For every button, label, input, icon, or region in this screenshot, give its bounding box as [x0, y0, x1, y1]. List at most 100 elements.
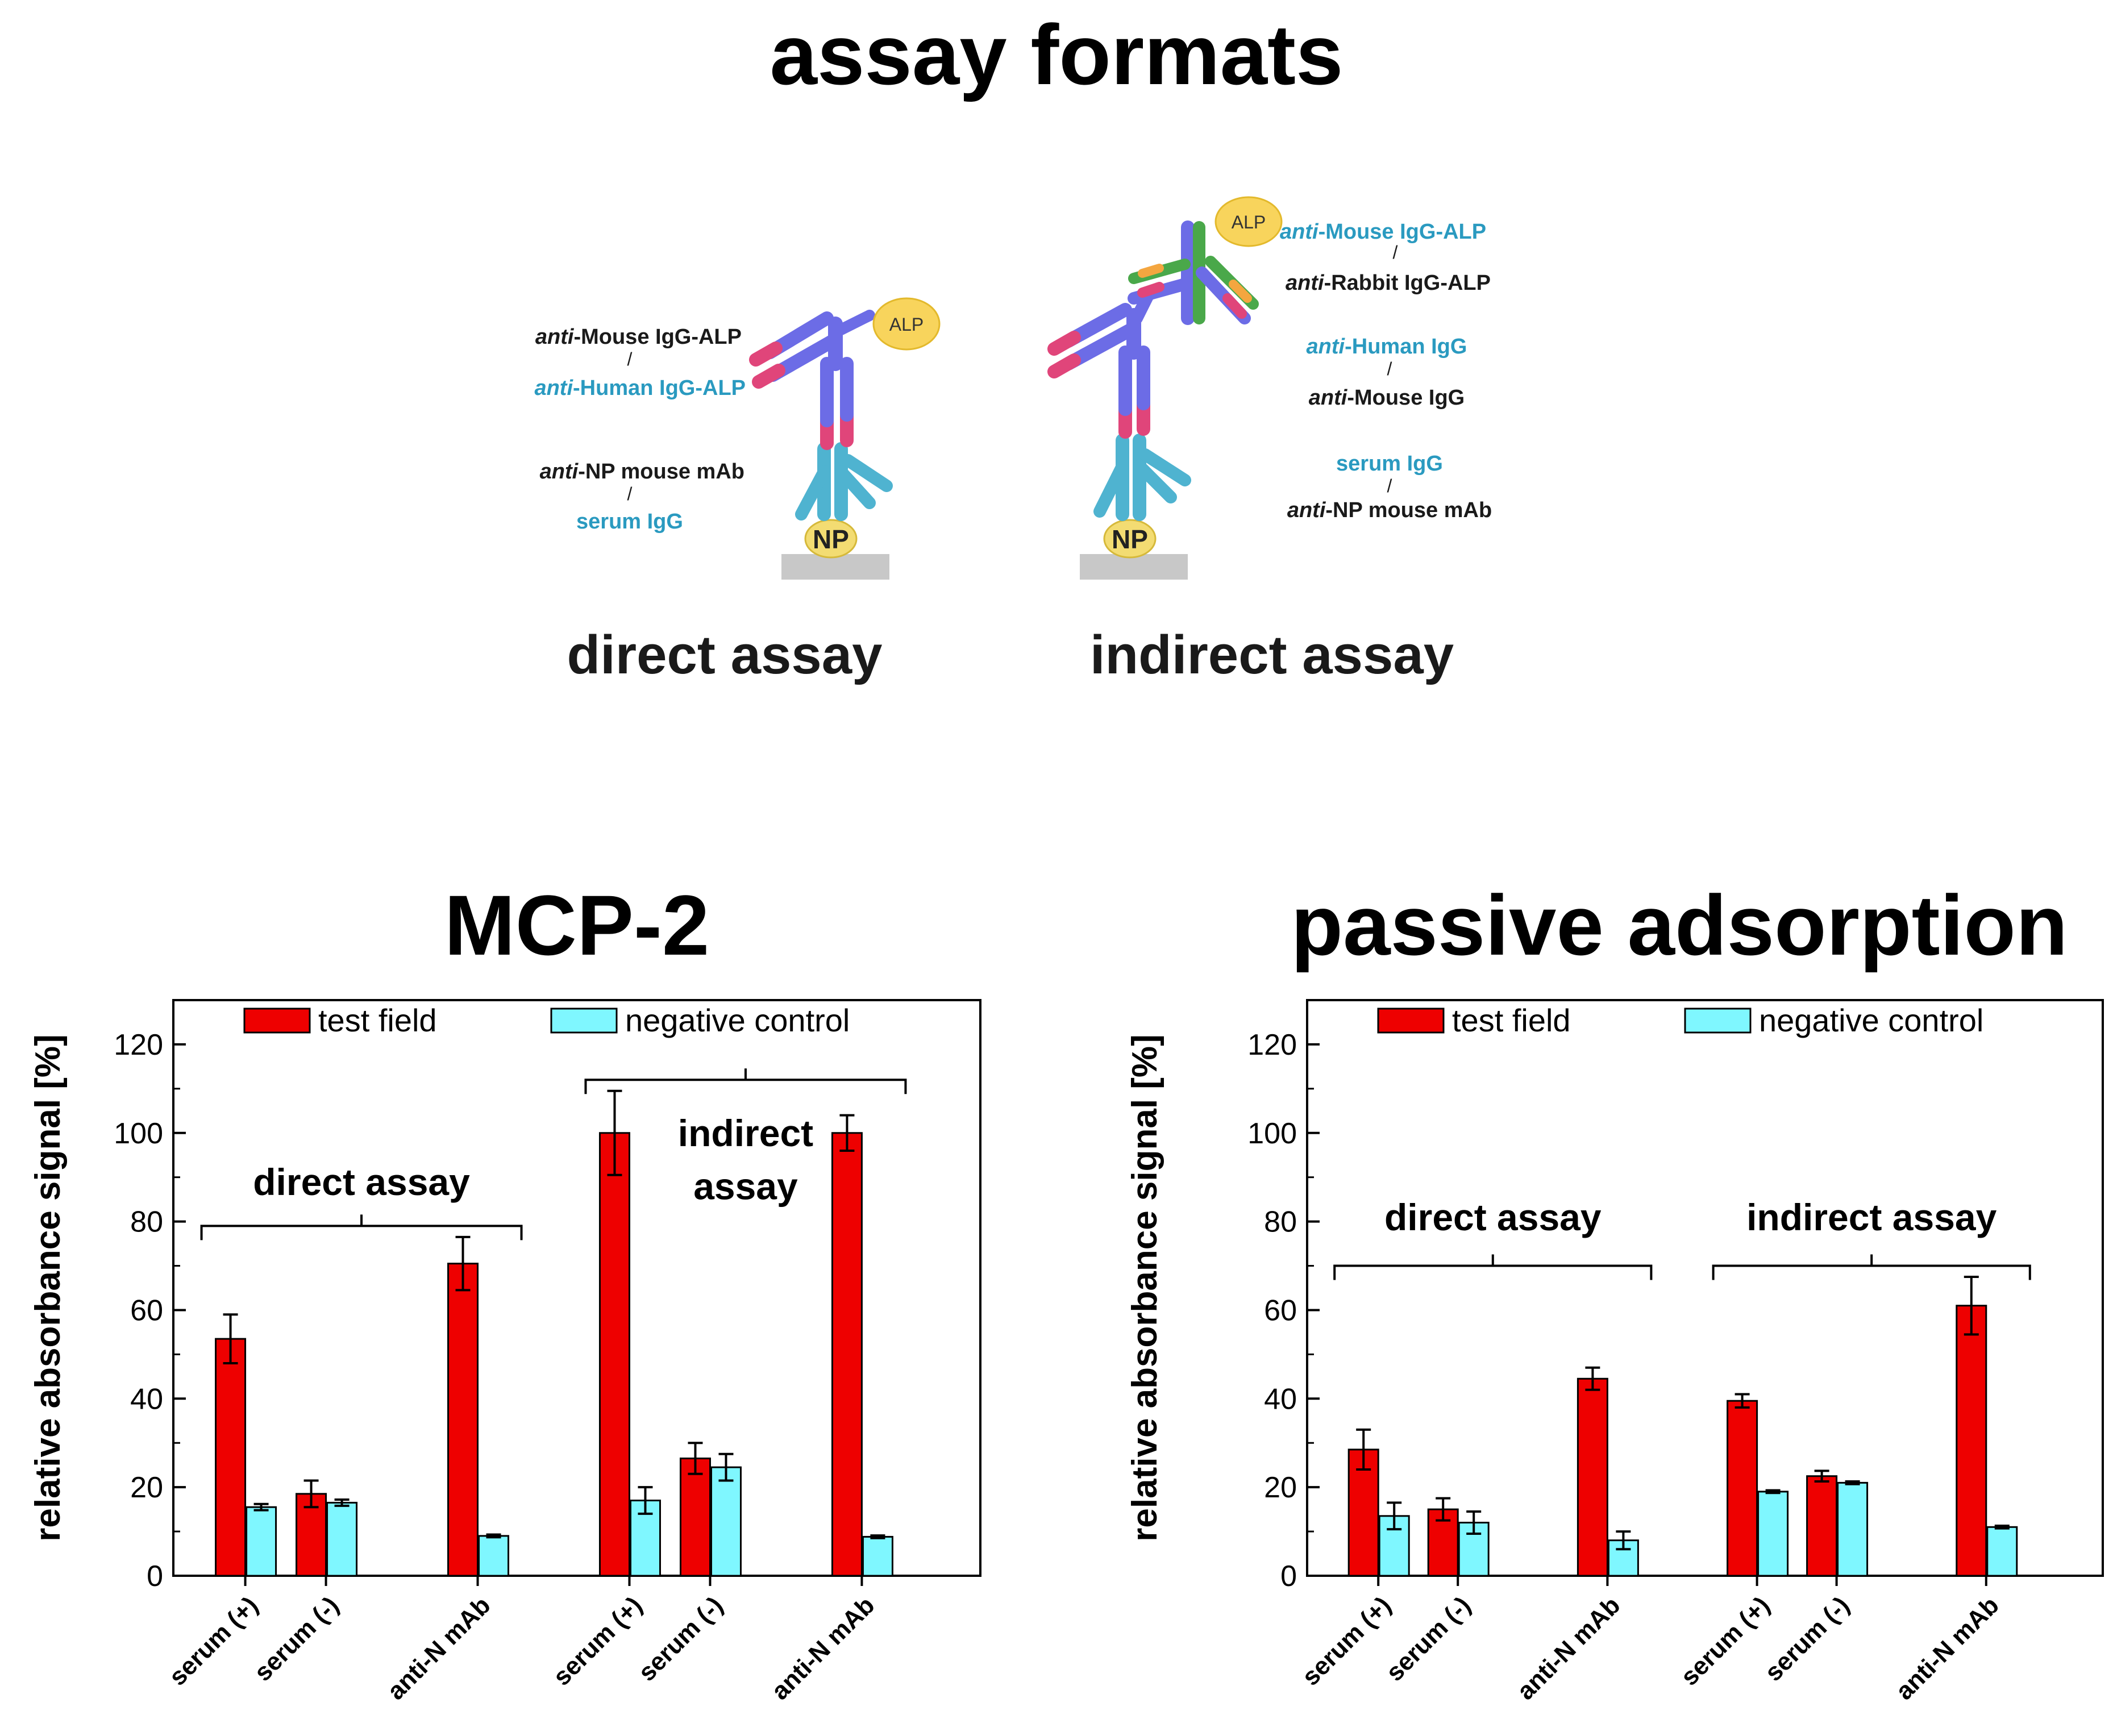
indirect-alp-enzyme [1214, 196, 1283, 247]
chart-title: passive adsorption [1291, 877, 2068, 973]
direct-np-antigen [804, 519, 858, 559]
x-tick-label: serum (-) [249, 1591, 344, 1687]
indirect-cap-1-label: serum IgG [1336, 452, 1443, 476]
bar-test-field [215, 1338, 247, 1577]
indirect-sec-2-label: anti-Rabbit IgG-ALP [1286, 271, 1491, 295]
direct-capture-2-label: serum IgG [576, 510, 683, 534]
y-tick-label: 80 [1264, 1206, 1297, 1239]
y-tick-label: 60 [1264, 1294, 1297, 1327]
y-tick-label: 0 [1280, 1560, 1297, 1593]
legend-swatch-negative-control [1684, 1008, 1752, 1034]
direct-alp-label: ALP [889, 314, 924, 335]
direct-capture-1-label: anti-NP mouse mAb [540, 460, 744, 484]
x-tick-label: serum (-) [633, 1591, 729, 1687]
group-label: direct assay [253, 1161, 470, 1203]
indirect-assay-caption: indirect assay [1090, 625, 1454, 685]
indirect-sec-1-label: anti-Mouse IgG-ALP [1280, 220, 1486, 244]
indirect-sep-2: / [1387, 359, 1392, 379]
bar-negative-control [246, 1506, 277, 1577]
y-tick-label: 20 [130, 1471, 163, 1504]
y-tick-label: 80 [130, 1206, 163, 1239]
chart-title: MCP-2 [444, 877, 710, 973]
indirect-cap-2-label: anti-NP mouse mAb [1287, 498, 1492, 522]
plot-frame [172, 999, 981, 1577]
chart-mcp2: MCP-2 relative absorbance signal [%] 0 20 40… [28, 877, 981, 1705]
x-tick-label: serum (+) [548, 1591, 648, 1691]
indirect-alp-label: ALP [1232, 212, 1266, 232]
group-label: indirect assay [1746, 1196, 1997, 1238]
bar-test-field [1806, 1475, 1838, 1577]
x-tick-label: serum (-) [1760, 1591, 1855, 1687]
bar-negative-control [478, 1535, 510, 1577]
indirect-np-antigen [1103, 519, 1157, 559]
figure-title: assay formats [770, 7, 1343, 102]
indirect-secondary-antibody [1128, 220, 1259, 325]
x-tick-label: serum (-) [1381, 1591, 1476, 1687]
direct-alp-enzyme [872, 297, 941, 351]
bar-test-field [447, 1263, 479, 1577]
chart-passive-adsorption: passive adsorption relative absorbance si… [1125, 877, 2104, 1705]
direct-assay-caption: direct assay [567, 625, 882, 685]
bar-negative-control [1458, 1521, 1490, 1577]
x-tick-label: serum (+) [1297, 1591, 1397, 1691]
y-tick-label: 60 [130, 1294, 163, 1327]
y-tick-label: 20 [1264, 1471, 1297, 1504]
indirect-primary-antibody [1047, 289, 1154, 439]
x-tick-label: anti-N mAb [1890, 1591, 2004, 1705]
y-tick-label: 0 [147, 1560, 163, 1593]
direct-detect-2-label: anti-Human IgG-ALP [534, 376, 746, 400]
group-label: direct assay [1384, 1196, 1602, 1238]
y-tick-label: 40 [130, 1383, 163, 1416]
legend-label-negative-control: negative control [1759, 1002, 1983, 1038]
direct-np-label: NP [813, 524, 849, 554]
bar-test-field [831, 1132, 863, 1577]
bar-negative-control [1837, 1481, 1869, 1577]
x-tick-label: anti-N mAb [382, 1591, 496, 1705]
indirect-np-label: NP [1112, 524, 1148, 554]
legend-swatch-test-field [1377, 1008, 1445, 1034]
indirect-assay-diagram: NP [1047, 196, 1492, 685]
indirect-pri-1-label: anti-Human IgG [1307, 335, 1467, 359]
bar-test-field [598, 1132, 630, 1577]
x-tick-label: serum (+) [1675, 1591, 1775, 1691]
indirect-sep-1: / [1393, 242, 1398, 263]
bar-test-field [1727, 1400, 1758, 1577]
y-tick-label: 120 [114, 1029, 163, 1061]
direct-capture-antibody [795, 442, 893, 521]
legend-swatch-negative-control [550, 1008, 618, 1034]
indirect-capture-antibody [1093, 434, 1191, 521]
assay-schematic: NP ALP anti-Mouse IgG-ALP / [534, 196, 1492, 685]
bar-negative-control [326, 1501, 358, 1577]
group-bracket [1333, 1254, 1653, 1280]
group-bracket [584, 1068, 907, 1094]
bar-negative-control [1986, 1526, 2018, 1577]
bar-negative-control [862, 1535, 893, 1577]
y-axis-label: relative absorbance signal [%] [1125, 1034, 1164, 1541]
group-label-line: indirect [678, 1112, 813, 1154]
group-bracket [200, 1214, 523, 1240]
y-tick-label: 100 [114, 1117, 163, 1150]
indirect-surface [1080, 554, 1188, 580]
direct-assay-diagram: NP ALP anti-Mouse IgG-ALP / [534, 297, 941, 685]
direct-sep-2: / [627, 484, 633, 504]
group-label-line: assay [693, 1165, 798, 1208]
direct-sep-1: / [627, 349, 633, 369]
y-tick-label: 40 [1264, 1383, 1297, 1416]
legend-label-test-field: test field [318, 1002, 437, 1038]
x-tick-label: anti-N mAb [1512, 1591, 1626, 1705]
indirect-pri-2-label: anti-Mouse IgG [1309, 386, 1465, 410]
direct-detect-1-label: anti-Mouse IgG-ALP [535, 325, 742, 349]
legend-swatch-test-field [243, 1008, 311, 1034]
legend-label-test-field: test field [1452, 1002, 1571, 1038]
bar-test-field [679, 1458, 711, 1577]
direct-detection-antibody [749, 310, 875, 450]
x-tick-label: serum (+) [164, 1591, 264, 1691]
plot-frame [1306, 999, 2104, 1577]
direct-surface [781, 554, 889, 580]
bar-negative-control [1757, 1491, 1789, 1577]
y-axis-label: relative absorbance signal [%] [28, 1034, 68, 1541]
y-tick-label: 120 [1247, 1029, 1297, 1061]
group-bracket [1712, 1254, 2031, 1280]
bar-test-field [1577, 1377, 1608, 1577]
legend-label-negative-control: negative control [625, 1002, 850, 1038]
